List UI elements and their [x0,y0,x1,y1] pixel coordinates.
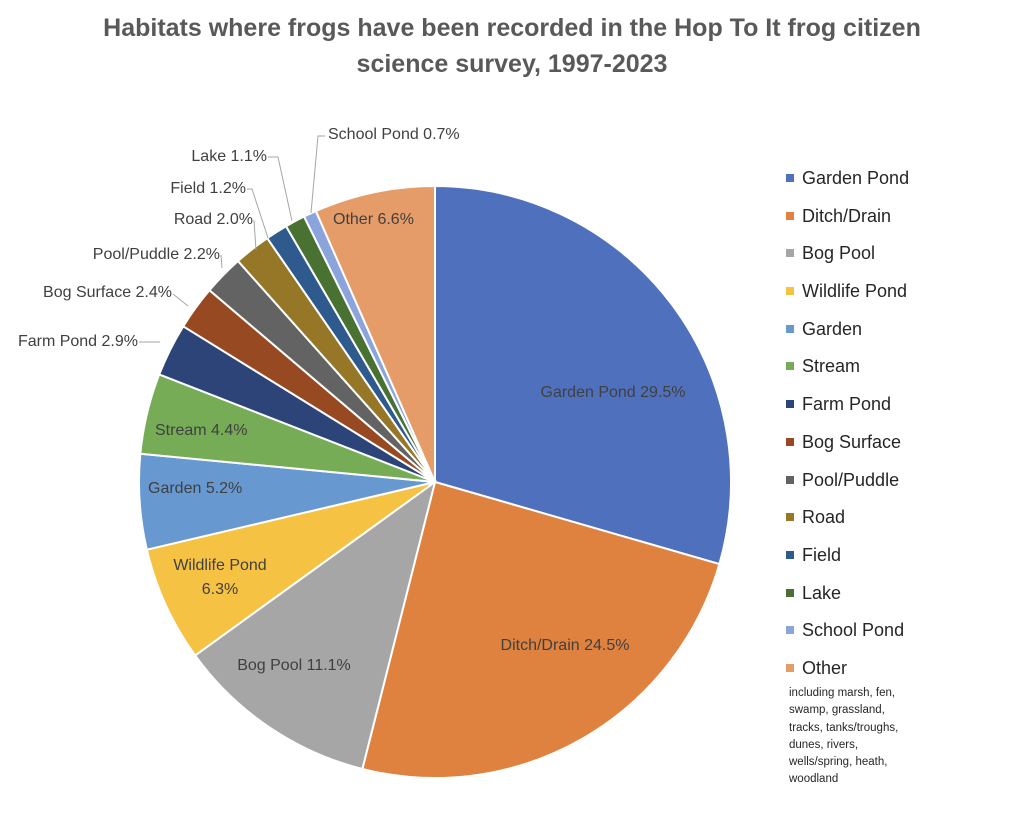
slice-labels: Garden Pond 29.5% Ditch/Drain 24.5% Bog Po… [18,126,686,674]
chart-legend: Garden Pond Ditch/Drain Bog Pool Wildlife P… [786,166,1006,694]
chart-title-line-1: Habitats where frogs have been recorded … [103,14,921,42]
legend-item-bog-pool: Bog Pool [786,241,1006,279]
data-label-wildlife-pond: Wildlife Pond 6.3% [173,557,266,598]
legend-item-pool-puddle: Pool/Puddle [786,468,1006,506]
pie-slices [138,184,732,779]
legend-item-road: Road [786,505,1006,543]
legend-label: Bog Pool [802,243,876,264]
legend-item-school-pond: School Pond [786,618,1006,656]
legend-swatch [786,513,794,522]
data-label-bog-surface: Bog Surface 2.4% [43,284,172,301]
legend-label: Road [802,507,846,528]
legend-note-line: tracks, tanks/troughs, [789,721,899,734]
legend-item-wildlife-pond: Wildlife Pond [786,279,1006,317]
legend-item-field: Field [786,543,1006,581]
data-label-garden: Garden 5.2% [148,480,242,497]
legend-swatch [786,249,794,258]
legend-swatch [786,174,794,182]
leader-line-road [253,219,257,251]
legend-swatch [786,475,794,484]
legend-note-line: woodland [789,773,839,786]
data-label-farm-pond: Farm Pond 2.9% [18,333,138,350]
legend-item-stream: Stream [786,354,1006,392]
legend-label: Field [802,544,842,565]
legend-swatch [786,287,794,296]
legend-note-line: including marsh, fen, [789,687,896,699]
legend-label: School Pond [802,620,905,641]
legend-note: including marsh, fen, swamp, grassland, tr… [789,685,959,789]
leader-line-pool-puddle [220,254,223,269]
data-label-other: Other 6.6% [333,211,414,228]
legend-item-farm-pond: Farm Pond [786,392,1006,430]
leader-line-school-pond [310,135,325,214]
legend-swatch [786,437,794,446]
pie-slice-garden-pond [434,184,732,566]
data-label-school-pond: School Pond 0.7% [328,126,460,143]
data-label-lake: Lake 1.1% [191,148,267,165]
legend-label: Pool/Puddle [802,469,900,490]
data-label-field: Field 1.2% [170,180,246,197]
legend-label: Wildlife Pond [802,281,908,302]
pie-slice-bog-pool [193,479,437,771]
legend-swatch [786,588,794,597]
leader-line-field [247,188,269,239]
legend-label: Farm Pond [802,394,892,415]
legend-swatch [786,550,794,559]
legend-note-line: dunes, rivers, [789,738,859,751]
data-label-garden-pond: Garden Pond 29.5% [541,384,686,401]
data-label-pool-puddle: Pool/Puddle 2.2% [93,246,220,263]
pie-slice-ditch-drain [361,480,721,779]
legend-label: Ditch/Drain [802,205,892,226]
legend-note-line: swamp, grassland, [789,704,885,717]
chart-title-line-2: science survey, 1997-2023 [356,50,668,78]
legend-note-line: wells/spring, heath, [789,756,888,769]
legend-label: Bog Surface [802,431,902,452]
legend-swatch [786,362,794,371]
leader-lines [139,135,325,343]
legend-item-other: Other [786,656,1006,694]
legend-swatch [786,324,794,333]
legend-item-garden-pond: Garden Pond [786,166,1006,204]
legend-item-ditch-drain: Ditch/Drain [786,204,1006,242]
legend-item-lake: Lake [786,581,1006,619]
legend-item-garden: Garden [786,317,1006,355]
legend-label: Garden [802,318,863,339]
data-label-road: Road 2.0% [174,211,253,228]
legend-label: Stream [802,356,861,377]
data-label-ditch-drain: Ditch/Drain 24.5% [501,637,630,654]
legend-label: Garden Pond [802,168,910,188]
leader-line-lake [268,156,293,222]
legend-swatch [786,211,794,220]
legend-label: Lake [802,582,842,603]
data-label-stream: Stream 4.4% [155,422,247,439]
data-label-bog-pool: Bog Pool 11.1% [237,657,351,674]
pie-slice-wildlife-pond [145,481,436,657]
legend-swatch [786,663,794,672]
legend-swatch [786,626,794,635]
pie-slice-other [314,184,436,483]
chart-title: Habitats where frogs have been recorded … [0,10,1024,82]
legend-swatch [786,400,794,409]
legend-item-bog-surface: Bog Surface [786,430,1006,468]
leader-line-bog-surface [172,293,189,307]
legend-label: Other [802,657,848,678]
